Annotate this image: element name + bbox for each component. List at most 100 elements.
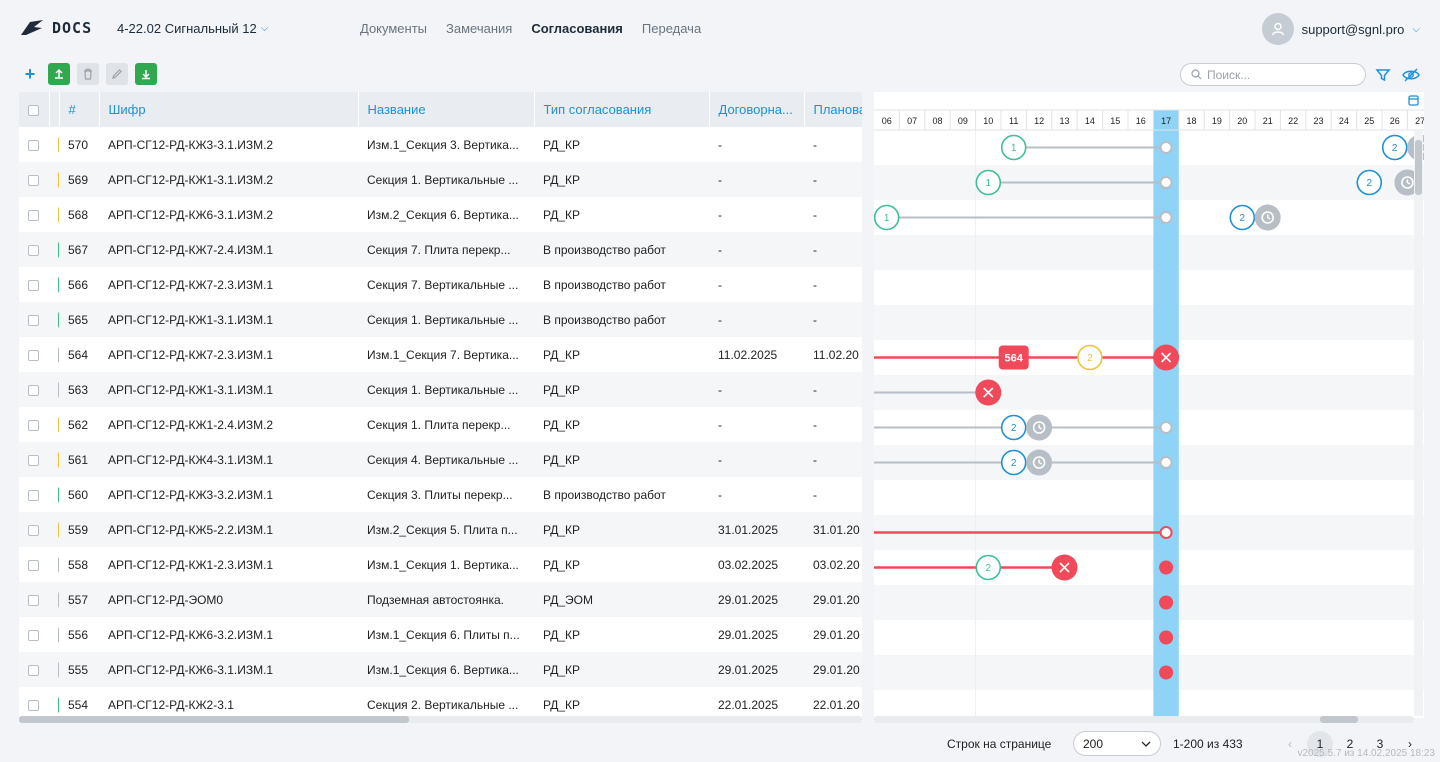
project-selector[interactable]: 4-22.02 Сигнальный 12 ⌵ xyxy=(117,21,268,36)
row-name[interactable]: Секция 7. Вертикальные ... xyxy=(367,277,519,292)
page-3-button[interactable]: 3 xyxy=(1376,737,1384,751)
row-checkbox[interactable] xyxy=(28,489,39,501)
row-name[interactable]: Секция 1. Плита перекр... xyxy=(367,417,511,432)
row-code[interactable]: АРП-СГ12-РД-КЖ3-3.2.ИЗМ.1 xyxy=(108,487,274,502)
row-checkbox[interactable] xyxy=(28,209,39,221)
page-1-button[interactable]: 1 xyxy=(1307,731,1333,757)
edit-button[interactable] xyxy=(106,63,128,85)
row-checkbox-cell[interactable] xyxy=(19,162,49,197)
scroll-thumb[interactable] xyxy=(1415,140,1422,195)
row-name[interactable]: Секция 3. Плиты перекр... xyxy=(367,487,513,502)
table-row[interactable]: 559 АРП-СГ12-РД-КЖ5-2.2.ИЗМ.1 Изм.2_Секция… xyxy=(19,512,862,547)
row-checkbox-cell[interactable] xyxy=(19,267,49,302)
row-checkbox[interactable] xyxy=(28,629,39,641)
row-checkbox-cell[interactable] xyxy=(19,442,49,477)
row-code[interactable]: АРП-СГ12-РД-КЖ7-2.3.ИЗМ.1 xyxy=(108,347,274,362)
row-checkbox[interactable] xyxy=(28,384,39,396)
col-header-code[interactable]: Шифр xyxy=(99,92,359,127)
row-name[interactable]: Изм.2_Секция 6. Вертика... xyxy=(367,207,519,222)
page-2-button[interactable]: 2 xyxy=(1346,737,1354,751)
rows-per-page-select[interactable]: 200 xyxy=(1073,731,1161,756)
row-checkbox[interactable] xyxy=(28,279,39,291)
nav-remarks[interactable]: Замечания xyxy=(446,21,513,36)
row-code[interactable]: АРП-СГ12-РД-КЖ1-3.1.ИЗМ.1 xyxy=(99,372,358,407)
gantt-horizontal-scrollbar[interactable] xyxy=(874,716,1414,723)
table-row[interactable]: 565 АРП-СГ12-РД-КЖ1-3.1.ИЗМ.1 Секция 1. Ве… xyxy=(19,302,862,337)
row-checkbox-cell[interactable] xyxy=(19,337,49,372)
row-name[interactable]: Изм.1_Секция 6. Плиты п... xyxy=(367,627,520,642)
row-checkbox-cell[interactable] xyxy=(19,127,49,162)
search-input[interactable] xyxy=(1207,67,1347,82)
download-button[interactable] xyxy=(135,63,157,85)
row-checkbox-cell[interactable] xyxy=(19,302,49,337)
row-checkbox-cell[interactable] xyxy=(19,407,49,442)
row-name[interactable]: Секция 1. Вертикальные ... xyxy=(358,372,534,407)
row-checkbox-cell[interactable] xyxy=(19,582,49,617)
table-row[interactable]: 554 АРП-СГ12-РД-КЖ2-3.1 Секция 2. Вертикал… xyxy=(19,687,862,718)
row-code[interactable]: АРП-СГ12-РД-КЖ3-3.1.ИЗМ.2 xyxy=(108,137,274,152)
row-checkbox-cell[interactable] xyxy=(19,687,49,718)
table-row[interactable]: 561 АРП-СГ12-РД-КЖ4-3.1.ИЗМ.1 Секция 4. Ве… xyxy=(19,442,862,477)
next-page-button[interactable]: › xyxy=(1408,737,1412,751)
row-checkbox[interactable] xyxy=(28,174,39,186)
table-row[interactable]: 555 АРП-СГ12-РД-КЖ6-3.1.ИЗМ.1 Изм.1_Секция… xyxy=(19,652,862,687)
delete-button[interactable] xyxy=(77,63,99,85)
table-row[interactable]: 563 АРП-СГ12-РД-КЖ1-3.1.ИЗМ.1 Секция 1. Ве… xyxy=(19,372,862,407)
row-checkbox[interactable] xyxy=(28,559,39,571)
row-checkbox[interactable] xyxy=(28,419,39,431)
gantt-vertical-scrollbar[interactable] xyxy=(1414,130,1423,716)
select-all-cell[interactable] xyxy=(19,92,50,127)
col-header-name[interactable]: Название xyxy=(358,92,535,127)
table-row[interactable]: 556 АРП-СГ12-РД-КЖ6-3.2.ИЗМ.1 Изм.1_Секция… xyxy=(19,617,862,652)
row-code[interactable]: АРП-СГ12-РД-КЖ4-3.1.ИЗМ.1 xyxy=(99,442,358,477)
row-name[interactable]: Изм.1_Секция 1. Вертика... xyxy=(367,557,519,572)
nav-documents[interactable]: Документы xyxy=(360,21,428,36)
row-checkbox[interactable] xyxy=(28,139,39,151)
row-name[interactable]: Секция 2. Вертикальные ... xyxy=(367,697,519,712)
row-checkbox[interactable] xyxy=(28,244,39,256)
row-checkbox-cell[interactable] xyxy=(19,652,49,687)
hide-columns-button[interactable] xyxy=(1400,64,1422,86)
user-menu[interactable]: support@sgnl.pro ⌵ xyxy=(1261,13,1420,45)
row-checkbox-cell[interactable] xyxy=(19,197,49,232)
nav-approvals[interactable]: Согласования xyxy=(531,21,623,36)
row-checkbox[interactable] xyxy=(28,664,39,676)
row-name[interactable]: Секция 1. Вертикальные ... xyxy=(358,302,534,337)
scroll-thumb[interactable] xyxy=(1320,716,1358,723)
col-header-num[interactable]: # xyxy=(59,92,100,127)
row-name[interactable]: Изм.2_Секция 5. Плита п... xyxy=(358,512,534,547)
table-row[interactable]: 557 АРП-СГ12-РД-ЭОМ0 Подземная автостоянка… xyxy=(19,582,862,617)
row-checkbox[interactable] xyxy=(28,699,39,711)
row-code[interactable]: АРП-СГ12-РД-КЖ1-2.4.ИЗМ.2 xyxy=(108,417,274,432)
row-code[interactable]: АРП-СГ12-РД-КЖ1-2.3.ИЗМ.1 xyxy=(108,557,274,572)
table-row[interactable]: 569 АРП-СГ12-РД-КЖ1-3.1.ИЗМ.2 Секция 1. Ве… xyxy=(19,162,862,197)
row-checkbox-cell[interactable] xyxy=(19,617,49,652)
row-code[interactable]: АРП-СГ12-РД-ЭОМ0 xyxy=(99,582,358,617)
row-checkbox-cell[interactable] xyxy=(19,547,49,582)
row-code[interactable]: АРП-СГ12-РД-КЖ6-3.1.ИЗМ.1 xyxy=(99,652,358,687)
row-code[interactable]: АРП-СГ12-РД-КЖ1-3.1.ИЗМ.2 xyxy=(99,162,358,197)
row-checkbox[interactable] xyxy=(28,524,39,536)
table-horizontal-scrollbar[interactable] xyxy=(19,716,862,723)
row-name[interactable]: Изм.1_Секция 7. Вертика... xyxy=(367,347,519,362)
row-checkbox-cell[interactable] xyxy=(19,512,49,547)
row-name[interactable]: Изм.1_Секция 6. Вертика... xyxy=(358,652,534,687)
row-checkbox[interactable] xyxy=(28,349,39,361)
row-name[interactable]: Подземная автостоянка. xyxy=(358,582,534,617)
row-code[interactable]: АРП-СГ12-РД-КЖ2-3.1 xyxy=(108,697,234,712)
table-row[interactable]: 562 АРП-СГ12-РД-КЖ1-2.4.ИЗМ.2 Секция 1. Пл… xyxy=(19,407,862,442)
add-button[interactable]: + xyxy=(19,63,41,85)
prev-page-button[interactable]: ‹ xyxy=(1288,737,1292,751)
col-header-type[interactable]: Тип согласования xyxy=(534,92,710,127)
nav-transfer[interactable]: Передача xyxy=(641,21,702,36)
filter-button[interactable] xyxy=(1372,64,1394,86)
row-checkbox-cell[interactable] xyxy=(19,477,49,512)
col-header-planned-date[interactable]: Планова xyxy=(804,92,862,127)
col-header-contract-date[interactable]: Договорна... xyxy=(709,92,805,127)
upload-button[interactable] xyxy=(48,63,70,85)
table-row[interactable]: 568 АРП-СГ12-РД-КЖ6-3.1.ИЗМ.2 Изм.2_Секция… xyxy=(19,197,862,232)
row-name[interactable]: Секция 4. Вертикальные ... xyxy=(358,442,534,477)
row-code[interactable]: АРП-СГ12-РД-КЖ6-3.1.ИЗМ.2 xyxy=(108,207,274,222)
row-name[interactable]: Изм.1_Секция 3. Вертика... xyxy=(367,137,519,152)
row-checkbox-cell[interactable] xyxy=(19,372,49,407)
